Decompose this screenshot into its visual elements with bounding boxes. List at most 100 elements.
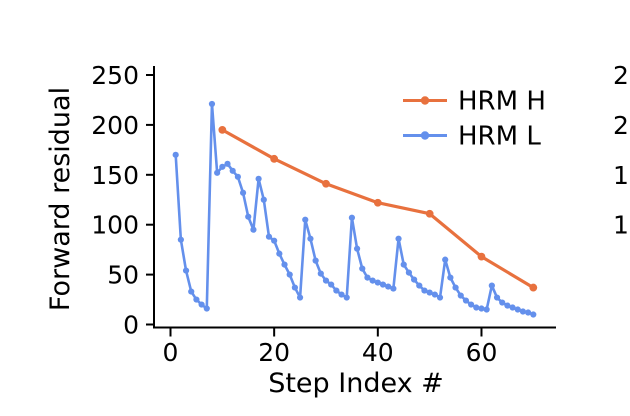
series-marker-hrm-l — [353, 245, 361, 252]
series-marker-hrm-l — [379, 281, 387, 288]
series-marker-hrm-l — [312, 257, 319, 264]
series-marker-hrm-l — [400, 261, 407, 268]
series-marker-hrm-l — [296, 294, 304, 301]
series-marker-hrm-l — [493, 294, 501, 301]
series-marker-hrm-l — [488, 282, 495, 289]
series-marker-hrm-l — [219, 163, 226, 170]
series-marker-hrm-l — [224, 160, 231, 167]
series-marker-hrm-l — [348, 214, 356, 221]
series-marker-hrm-h — [218, 125, 227, 134]
series-marker-hrm-l — [462, 297, 470, 304]
y-tick-label: 50 — [107, 261, 139, 290]
series-marker-hrm-l — [504, 302, 511, 309]
series-marker-hrm-l — [447, 274, 454, 281]
series-marker-hrm-l — [390, 285, 397, 292]
series-marker-hrm-l — [530, 311, 537, 318]
series-marker-hrm-l — [177, 236, 184, 243]
series-marker-hrm-l — [276, 250, 283, 257]
series-marker-hrm-l — [193, 296, 200, 303]
series-marker-hrm-l — [208, 100, 216, 108]
legend-label-hrm-l: HRM L — [458, 122, 541, 152]
series-marker-hrm-l — [468, 301, 475, 308]
x-tick-label: 60 — [466, 338, 498, 367]
series-marker-hrm-l — [234, 173, 241, 180]
series-marker-hrm-l — [182, 267, 190, 274]
legend-marker-hrm-l — [420, 131, 430, 140]
series-marker-hrm-l — [364, 274, 371, 281]
legend: HRM H HRM L — [403, 87, 546, 152]
series-marker-hrm-l — [214, 169, 221, 176]
y-axis-label: Forward residual — [45, 87, 76, 311]
series-marker-hrm-l — [483, 306, 490, 313]
series-marker-hrm-l — [286, 271, 293, 278]
series-marker-hrm-l — [442, 256, 449, 263]
x-tick-label: 20 — [258, 338, 290, 367]
series-marker-hrm-l — [271, 237, 278, 244]
series-marker-hrm-l — [322, 277, 330, 284]
series-marker-hrm-l — [250, 226, 257, 233]
x-tick-label: 40 — [362, 338, 394, 367]
series-marker-hrm-l — [260, 196, 267, 203]
adjacent-panel-tick-label: 1 — [613, 211, 629, 240]
series-marker-hrm-l — [457, 292, 464, 299]
y-tick-label: 200 — [91, 111, 139, 140]
series-marker-hrm-h — [529, 283, 538, 292]
series-marker-hrm-l — [265, 233, 273, 240]
series-marker-hrm-l — [473, 304, 480, 311]
series-marker-hrm-l — [525, 309, 532, 316]
axes-frame — [153, 66, 556, 329]
series-marker-hrm-l — [281, 261, 288, 268]
series-marker-hrm-l — [317, 270, 324, 277]
legend-label-hrm-h: HRM H — [458, 87, 546, 117]
y-tick-label: 250 — [91, 61, 139, 90]
series-marker-hrm-h — [373, 198, 382, 207]
adjacent-panel-tick-label: 2 — [613, 111, 629, 140]
series-marker-hrm-h — [477, 252, 486, 261]
series-marker-hrm-h — [425, 209, 434, 218]
series-marker-hrm-l — [302, 216, 309, 223]
x-axis-label: Step Index # — [268, 368, 444, 399]
series-marker-hrm-l — [198, 301, 205, 308]
series-line-hrm-h — [220, 128, 535, 290]
series-marker-hrm-l — [478, 305, 485, 312]
series-marker-hrm-l — [426, 289, 433, 296]
series-marker-hrm-l — [431, 291, 438, 298]
series-marker-hrm-l — [452, 284, 459, 291]
series-marker-hrm-l — [499, 299, 506, 306]
series-marker-hrm-l — [436, 294, 444, 301]
adjacent-panel-partial-labels: 2 2 1 1 — [613, 61, 629, 240]
y-tick-label: 150 — [91, 161, 139, 190]
series-marker-hrm-l — [239, 189, 247, 196]
series-marker-hrm-l — [359, 265, 366, 272]
series-marker-hrm-l — [343, 294, 350, 301]
series-layer — [172, 100, 538, 318]
series-marker-hrm-l — [395, 235, 402, 242]
series-marker-hrm-l — [245, 213, 252, 220]
adjacent-panel-tick-label: 2 — [613, 61, 629, 90]
y-tick-label: 0 — [123, 311, 139, 340]
series-marker-hrm-l — [411, 276, 418, 283]
adjacent-panel-tick-label: 1 — [613, 161, 629, 190]
series-marker-hrm-l — [514, 306, 521, 313]
legend-marker-hrm-h — [420, 96, 430, 105]
series-marker-hrm-l — [519, 308, 527, 315]
series-marker-hrm-l — [509, 304, 516, 311]
series-marker-hrm-l — [416, 282, 423, 289]
y-tick-label: 100 — [91, 211, 139, 240]
series-marker-hrm-l — [421, 287, 428, 294]
series-marker-hrm-l — [374, 279, 381, 286]
series-marker-hrm-l — [188, 288, 195, 295]
series-marker-hrm-l — [172, 151, 179, 158]
series-marker-hrm-h — [322, 179, 330, 188]
series-marker-hrm-l — [385, 283, 392, 290]
series-marker-hrm-h — [270, 154, 279, 163]
series-marker-hrm-l — [338, 291, 345, 298]
series-marker-hrm-l — [333, 287, 340, 294]
x-tick-label: 0 — [163, 338, 179, 367]
series-marker-hrm-l — [203, 305, 210, 312]
series-marker-hrm-l — [255, 175, 262, 182]
series-marker-hrm-l — [369, 277, 376, 284]
axes-ticks: 0 50 100 150 200 250 0 20 40 60 — [91, 61, 497, 367]
series-marker-hrm-l — [229, 167, 236, 174]
